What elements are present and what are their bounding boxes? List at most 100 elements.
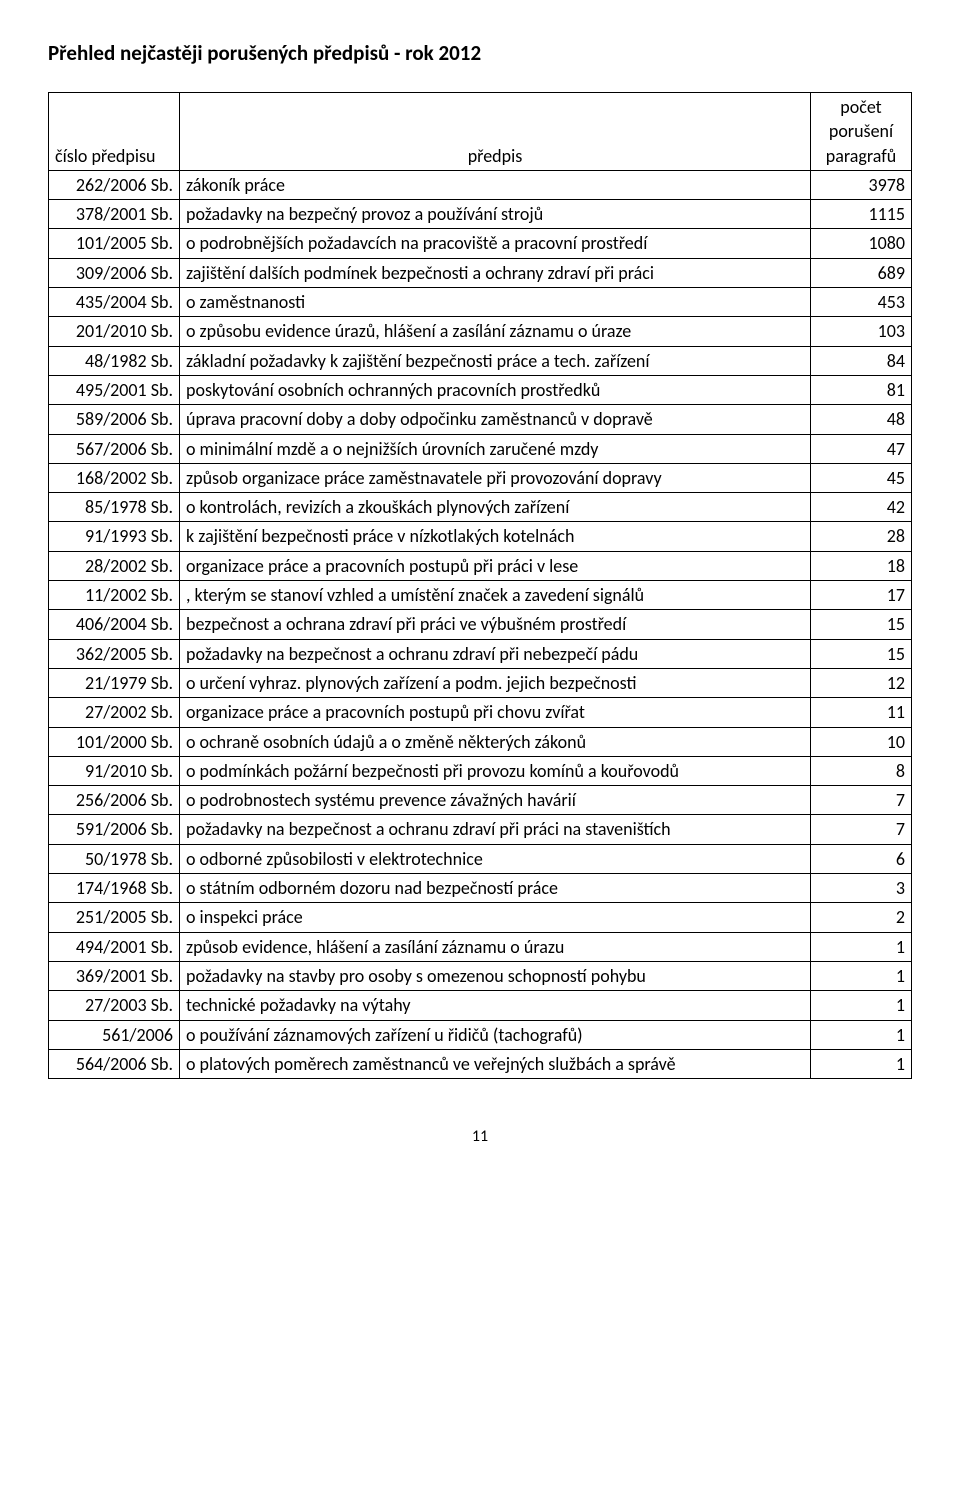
cell-code: 256/2006 Sb. [49, 786, 180, 815]
cell-desc: požadavky na bezpečnost a ochranu zdraví… [180, 815, 811, 844]
regulation-table: číslo předpisu předpis počet porušení pa… [48, 92, 912, 1079]
cell-code: 564/2006 Sb. [49, 1049, 180, 1078]
cell-desc: o ochraně osobních údajů a o změně někte… [180, 727, 811, 756]
cell-count: 2 [811, 903, 912, 932]
cell-desc: zákoník práce [180, 170, 811, 199]
cell-count: 3978 [811, 170, 912, 199]
cell-count: 453 [811, 288, 912, 317]
cell-code: 101/2005 Sb. [49, 229, 180, 258]
cell-desc: o podrobnějších požadavcích na pracovišt… [180, 229, 811, 258]
table-row: 28/2002 Sb.organizace práce a pracovních… [49, 551, 912, 580]
cell-code: 495/2001 Sb. [49, 375, 180, 404]
cell-count: 10 [811, 727, 912, 756]
cell-code: 91/2010 Sb. [49, 756, 180, 785]
table-row: 27/2003 Sb.technické požadavky na výtahy… [49, 991, 912, 1020]
cell-desc: způsob evidence, hlášení a zasílání zázn… [180, 932, 811, 961]
table-row: 589/2006 Sb.úprava pracovní doby a doby … [49, 405, 912, 434]
cell-count: 689 [811, 258, 912, 287]
cell-count: 7 [811, 786, 912, 815]
cell-desc: o odborné způsobilosti v elektrotechnice [180, 844, 811, 873]
cell-count: 84 [811, 346, 912, 375]
cell-count: 103 [811, 317, 912, 346]
table-row: 91/1993 Sb.k zajištění bezpečnosti práce… [49, 522, 912, 551]
cell-desc: o inspekci práce [180, 903, 811, 932]
cell-desc: o používání záznamových zařízení u řidič… [180, 1020, 811, 1049]
cell-count: 28 [811, 522, 912, 551]
table-row: 561/2006o používání záznamových zařízení… [49, 1020, 912, 1049]
cell-count: 1 [811, 991, 912, 1020]
table-row: 309/2006 Sb.zajištění dalších podmínek b… [49, 258, 912, 287]
page-title: Přehled nejčastěji porušených předpisů -… [48, 40, 912, 66]
table-row: 591/2006 Sb.požadavky na bezpečnost a oc… [49, 815, 912, 844]
cell-code: 174/1968 Sb. [49, 874, 180, 903]
cell-code: 589/2006 Sb. [49, 405, 180, 434]
table-row: 85/1978 Sb.o kontrolách, revizích a zkou… [49, 493, 912, 522]
cell-desc: o kontrolách, revizích a zkouškách plyno… [180, 493, 811, 522]
header-count: počet porušení paragrafů [811, 93, 912, 171]
cell-desc: požadavky na bezpečnost a ochranu zdraví… [180, 639, 811, 668]
cell-code: 28/2002 Sb. [49, 551, 180, 580]
cell-count: 15 [811, 639, 912, 668]
cell-code: 561/2006 [49, 1020, 180, 1049]
cell-desc: požadavky na stavby pro osoby s omezenou… [180, 961, 811, 990]
cell-code: 101/2000 Sb. [49, 727, 180, 756]
cell-count: 6 [811, 844, 912, 873]
cell-desc: zajištění dalších podmínek bezpečnosti a… [180, 258, 811, 287]
cell-desc: o podrobnostech systému prevence závažný… [180, 786, 811, 815]
cell-desc: bezpečnost a ochrana zdraví při práci ve… [180, 610, 811, 639]
table-row: 494/2001 Sb.způsob evidence, hlášení a z… [49, 932, 912, 961]
table-row: 262/2006 Sb.zákoník práce3978 [49, 170, 912, 199]
table-row: 564/2006 Sb.o platových poměrech zaměstn… [49, 1049, 912, 1078]
cell-desc: poskytování osobních ochranných pracovní… [180, 375, 811, 404]
table-row: 50/1978 Sb.o odborné způsobilosti v elek… [49, 844, 912, 873]
header-code: číslo předpisu [49, 93, 180, 171]
table-row: 21/1979 Sb.o určení vyhraz. plynových za… [49, 668, 912, 697]
cell-desc: , kterým se stanoví vzhled a umístění zn… [180, 581, 811, 610]
cell-desc: úprava pracovní doby a doby odpočinku za… [180, 405, 811, 434]
cell-count: 7 [811, 815, 912, 844]
table-row: 362/2005 Sb.požadavky na bezpečnost a oc… [49, 639, 912, 668]
cell-code: 27/2002 Sb. [49, 698, 180, 727]
cell-count: 48 [811, 405, 912, 434]
cell-count: 45 [811, 463, 912, 492]
table-row: 11/2002 Sb., kterým se stanoví vzhled a … [49, 581, 912, 610]
cell-desc: o minimální mzdě a o nejnižších úrovních… [180, 434, 811, 463]
cell-code: 27/2003 Sb. [49, 991, 180, 1020]
cell-code: 91/1993 Sb. [49, 522, 180, 551]
cell-code: 201/2010 Sb. [49, 317, 180, 346]
cell-count: 1115 [811, 200, 912, 229]
table-row: 168/2002 Sb.způsob organizace práce zamě… [49, 463, 912, 492]
table-row: 201/2010 Sb.o způsobu evidence úrazů, hl… [49, 317, 912, 346]
cell-code: 21/1979 Sb. [49, 668, 180, 697]
cell-desc: o státním odborném dozoru nad bezpečnost… [180, 874, 811, 903]
cell-desc: způsob organizace práce zaměstnavatele p… [180, 463, 811, 492]
cell-desc: o platových poměrech zaměstnanců ve veře… [180, 1049, 811, 1078]
table-row: 101/2000 Sb.o ochraně osobních údajů a o… [49, 727, 912, 756]
cell-code: 168/2002 Sb. [49, 463, 180, 492]
cell-desc: o určení vyhraz. plynových zařízení a po… [180, 668, 811, 697]
page-number: 11 [48, 1127, 912, 1146]
table-row: 378/2001 Sb.požadavky na bezpečný provoz… [49, 200, 912, 229]
cell-count: 1 [811, 961, 912, 990]
cell-code: 48/1982 Sb. [49, 346, 180, 375]
cell-code: 591/2006 Sb. [49, 815, 180, 844]
cell-code: 406/2004 Sb. [49, 610, 180, 639]
cell-code: 85/1978 Sb. [49, 493, 180, 522]
table-row: 174/1968 Sb.o státním odborném dozoru na… [49, 874, 912, 903]
table-row: 91/2010 Sb.o podmínkách požární bezpečno… [49, 756, 912, 785]
cell-count: 17 [811, 581, 912, 610]
cell-code: 435/2004 Sb. [49, 288, 180, 317]
table-row: 48/1982 Sb.základní požadavky k zajištěn… [49, 346, 912, 375]
cell-desc: organizace práce a pracovních postupů př… [180, 551, 811, 580]
cell-count: 15 [811, 610, 912, 639]
cell-code: 50/1978 Sb. [49, 844, 180, 873]
header-desc: předpis [180, 93, 811, 171]
cell-count: 1 [811, 1020, 912, 1049]
table-row: 251/2005 Sb.o inspekci práce2 [49, 903, 912, 932]
table-row: 406/2004 Sb.bezpečnost a ochrana zdraví … [49, 610, 912, 639]
table-row: 27/2002 Sb.organizace práce a pracovních… [49, 698, 912, 727]
cell-count: 18 [811, 551, 912, 580]
cell-desc: o způsobu evidence úrazů, hlášení a zasí… [180, 317, 811, 346]
cell-code: 309/2006 Sb. [49, 258, 180, 287]
table-row: 435/2004 Sb.o zaměstnanosti453 [49, 288, 912, 317]
